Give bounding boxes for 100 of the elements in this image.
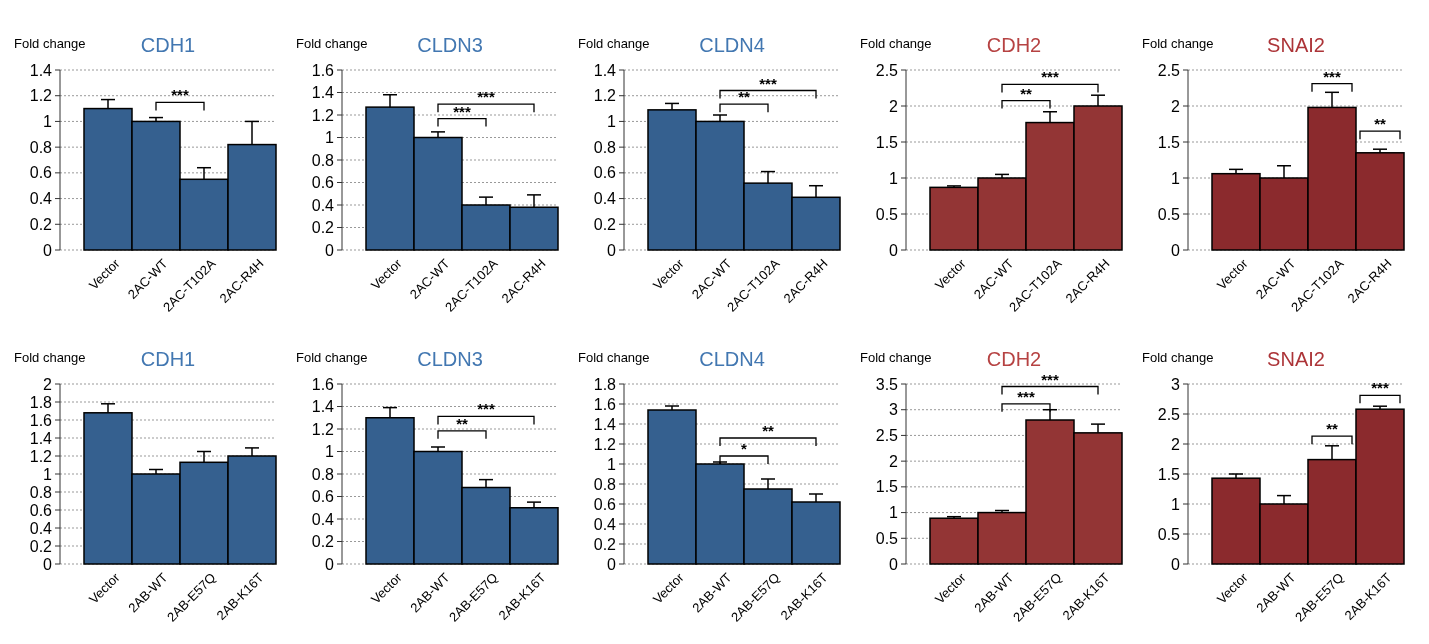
y-tick-label: 0.5: [875, 205, 899, 223]
chart-title: CLDN4: [699, 34, 765, 56]
y-tick-label: 0.6: [593, 495, 617, 513]
y-tick-label: 1.6: [593, 395, 617, 413]
chart-title: SNAI2: [1267, 348, 1325, 370]
y-axis-title: Fold change: [296, 350, 368, 365]
y-tick-label: 1.2: [311, 106, 335, 124]
y-tick-label: 1.4: [593, 415, 617, 433]
y-tick-label: 0.4: [311, 510, 335, 528]
chart-title: CDH1: [140, 348, 196, 370]
y-tick-label: 2.5: [875, 61, 899, 79]
y-tick-label: 0.2: [593, 215, 617, 233]
y-tick-label: 0: [43, 241, 53, 259]
y-tick-label: 1.6: [311, 61, 335, 79]
y-tick-label: 0.4: [311, 196, 335, 214]
annotation: ***: [477, 400, 495, 418]
y-tick-label: 0.2: [29, 215, 53, 233]
y-tick-label: 0.6: [311, 488, 335, 506]
y-tick-label: 0.2: [311, 533, 335, 551]
annotation: **: [738, 88, 750, 106]
y-axis-title: Fold change: [860, 36, 932, 51]
annotation: ***: [453, 102, 471, 120]
y-tick-label: 0.8: [29, 483, 53, 501]
y-tick-label: 0.8: [311, 151, 335, 169]
y-tick-label: 0: [325, 555, 335, 573]
y-tick-label: 1.4: [311, 398, 335, 416]
y-tick-label: 2: [1171, 435, 1181, 453]
y-tick-label: 1: [325, 443, 335, 461]
y-tick-label: 1.5: [1157, 465, 1181, 483]
y-tick-label: 1.6: [311, 375, 335, 393]
annotation: ***: [1323, 67, 1341, 85]
y-tick-label: 2.5: [1157, 61, 1181, 79]
y-axis-title: Fold change: [578, 36, 650, 51]
y-tick-label: 1: [607, 113, 617, 131]
y-tick-label: 1.2: [311, 420, 335, 438]
y-tick-label: 0.4: [29, 519, 53, 537]
y-tick-label: 1.4: [29, 61, 53, 79]
y-tick-label: 0.8: [593, 138, 617, 156]
chart-title: CLDN3: [417, 34, 483, 56]
annotation: **: [1374, 115, 1386, 133]
y-tick-label: 0.4: [593, 190, 617, 208]
y-axis-title: Fold change: [14, 350, 86, 365]
y-tick-label: 1.6: [29, 411, 53, 429]
y-tick-label: 2: [43, 375, 53, 393]
y-tick-label: 1: [1171, 169, 1181, 187]
y-axis-title: Fold change: [1142, 350, 1214, 365]
y-tick-label: 1.5: [875, 478, 899, 496]
y-tick-label: 2: [889, 452, 899, 470]
y-tick-label: 0.6: [29, 164, 53, 182]
y-axis-title: Fold change: [14, 36, 86, 51]
y-tick-label: 0.4: [29, 190, 53, 208]
y-tick-label: 3.5: [875, 375, 899, 393]
y-tick-label: 0.6: [29, 501, 53, 519]
chart-title: CLDN3: [417, 348, 483, 370]
y-tick-label: 1.2: [593, 87, 617, 105]
y-tick-label: 0: [43, 555, 53, 573]
y-tick-label: 0.6: [593, 164, 617, 182]
chart-title: CDH2: [986, 34, 1042, 56]
annotation: **: [1020, 84, 1032, 102]
y-tick-label: 0.5: [875, 529, 899, 547]
y-tick-label: 1: [889, 504, 899, 522]
y-tick-label: 2.5: [875, 427, 899, 445]
annotation: **: [762, 422, 774, 439]
y-tick-label: 0: [889, 241, 899, 259]
y-tick-label: 0: [607, 555, 617, 573]
y-tick-label: 0.2: [311, 219, 335, 237]
y-tick-label: 1.4: [311, 84, 335, 102]
y-tick-label: 0.5: [1157, 525, 1181, 543]
y-tick-label: 0.2: [593, 535, 617, 553]
annotation: **: [1326, 420, 1338, 438]
y-tick-label: 1: [43, 465, 53, 483]
y-tick-label: 3: [1171, 375, 1181, 393]
y-tick-label: 0.8: [29, 138, 53, 156]
y-axis-title: Fold change: [578, 350, 650, 365]
y-tick-label: 0.8: [593, 475, 617, 493]
y-axis-title: Fold change: [296, 36, 368, 51]
y-tick-label: 1.8: [29, 393, 53, 411]
annotation: ***: [1041, 370, 1059, 388]
annotation: ***: [1017, 387, 1035, 405]
chart-title: CDH1: [140, 34, 196, 56]
y-tick-label: 1.4: [29, 429, 53, 447]
chart-title: CLDN4: [699, 348, 765, 370]
annotation: ***: [171, 86, 189, 104]
annotation: **: [456, 414, 468, 432]
y-tick-label: 1: [607, 455, 617, 473]
y-tick-label: 0.2: [29, 537, 53, 555]
y-tick-label: 1: [1171, 495, 1181, 513]
y-tick-label: 0: [1171, 241, 1181, 259]
y-tick-label: 0: [1171, 555, 1181, 573]
y-tick-label: 1.2: [29, 447, 53, 465]
y-axis-title: Fold change: [1142, 36, 1214, 51]
y-tick-label: 1.4: [593, 61, 617, 79]
y-tick-label: 0: [607, 241, 617, 259]
y-tick-label: 0: [325, 241, 335, 259]
y-tick-label: 1.5: [875, 133, 899, 151]
chart-title: CDH2: [986, 348, 1042, 370]
y-tick-label: 2: [889, 97, 899, 115]
annotation: ***: [759, 74, 777, 92]
y-tick-label: 1.5: [1157, 133, 1181, 151]
y-axis-title: Fold change: [860, 350, 932, 365]
